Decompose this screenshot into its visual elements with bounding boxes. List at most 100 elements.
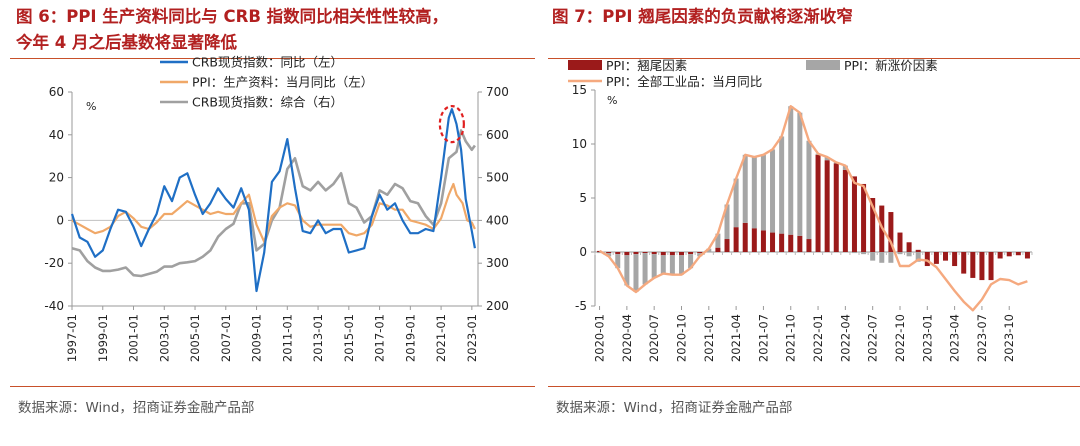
y-tick-label-left: 0 bbox=[56, 213, 64, 227]
x-tick-label: 1999-01 bbox=[96, 314, 110, 362]
x-tick-label: 2003-01 bbox=[157, 314, 171, 362]
left-figure-panel: 图 6：PPI 生产资料同比与 CRB 指数同比相关性性较高， 今年 4 月之后… bbox=[0, 0, 535, 446]
x-tick-label: 2001-01 bbox=[127, 314, 141, 362]
tail-factor-bar bbox=[824, 160, 830, 252]
tail-factor-bar bbox=[642, 252, 648, 254]
y-tick-label-left: -40 bbox=[44, 299, 64, 313]
x-tick-label: 2020-07 bbox=[647, 314, 661, 362]
tail-factor-bar bbox=[751, 228, 757, 252]
x-tick-label: 2023-07 bbox=[975, 314, 989, 362]
series-line-0 bbox=[70, 108, 476, 293]
x-tick-label: 2020-04 bbox=[620, 314, 634, 362]
x-tick-label: 2011-01 bbox=[280, 314, 294, 362]
x-tick-label: 2022-01 bbox=[811, 314, 825, 362]
tail-factor-bar bbox=[606, 252, 612, 254]
new-price-factor-bar bbox=[678, 255, 684, 275]
tail-factor-bar bbox=[943, 252, 949, 261]
y-tick-label: -5 bbox=[575, 299, 587, 313]
new-price-factor-bar bbox=[861, 252, 867, 255]
y-tick-label-right: 700 bbox=[486, 85, 509, 99]
right-figure-title: 图 7：PPI 翘尾因素的负贡献将逐渐收窄 bbox=[552, 7, 853, 26]
new-price-factor-bar bbox=[915, 252, 921, 262]
new-price-factor-bar bbox=[906, 252, 912, 257]
x-tick-label: 2023-04 bbox=[948, 314, 962, 362]
tail-factor-bar bbox=[897, 232, 903, 252]
x-tick-label: 2022-07 bbox=[866, 314, 880, 362]
new-price-factor-bar bbox=[651, 254, 657, 278]
tail-factor-bar bbox=[760, 230, 766, 252]
tail-factor-bar bbox=[906, 242, 912, 252]
right-source-rule bbox=[548, 386, 1080, 387]
x-tick-label: 1997-01 bbox=[65, 314, 79, 362]
y-tick-label-left: 60 bbox=[49, 85, 64, 99]
tail-factor-bar bbox=[924, 252, 930, 267]
new-price-factor-bar bbox=[633, 254, 639, 292]
tail-factor-bar bbox=[678, 252, 684, 256]
x-tick-label: 2019-01 bbox=[403, 314, 417, 362]
new-price-factor-bar bbox=[779, 136, 785, 234]
new-price-factor-bar bbox=[824, 156, 830, 161]
x-tick-label: 2023-10 bbox=[1002, 314, 1016, 362]
y-unit-label: % bbox=[607, 94, 617, 107]
y-tick-label: 10 bbox=[572, 137, 587, 151]
x-tick-label: 2020-01 bbox=[593, 314, 607, 362]
new-price-factor-bar bbox=[797, 112, 803, 236]
new-price-factor-bar bbox=[715, 233, 721, 248]
legend-swatch bbox=[568, 60, 602, 70]
tail-factor-bar bbox=[915, 249, 921, 252]
x-tick-label: 2017-01 bbox=[373, 314, 387, 362]
y-unit-label: % bbox=[86, 100, 96, 113]
new-price-factor-bar bbox=[642, 253, 648, 285]
x-tick-label: 2021-07 bbox=[756, 314, 770, 362]
series-line-1 bbox=[71, 182, 476, 243]
x-tick-label: 2023-01 bbox=[920, 314, 934, 362]
tail-factor-bar bbox=[797, 235, 803, 252]
y-tick-label-right: 400 bbox=[486, 213, 509, 227]
new-price-factor-bar bbox=[888, 252, 894, 263]
right-title-rule bbox=[548, 58, 1080, 59]
x-tick-label: 2021-04 bbox=[729, 314, 743, 362]
y-tick-label: 0 bbox=[579, 245, 587, 259]
tail-factor-bar bbox=[715, 247, 721, 252]
new-price-factor-bar bbox=[770, 149, 776, 233]
tail-factor-bar bbox=[615, 252, 621, 255]
y-tick-label-right: 600 bbox=[486, 128, 509, 142]
y-tick-label: 5 bbox=[579, 191, 587, 205]
tail-factor-bar bbox=[660, 252, 666, 256]
tail-factor-bar bbox=[842, 169, 848, 252]
tail-factor-bar bbox=[970, 252, 976, 278]
y-tick-label-left: 40 bbox=[49, 128, 64, 142]
tail-factor-bar bbox=[733, 227, 739, 252]
tail-factor-bar bbox=[961, 252, 967, 274]
tail-factor-bar bbox=[688, 252, 694, 255]
legend-label: CRB现货指数：综合（右） bbox=[192, 95, 343, 110]
left-source-rule bbox=[10, 386, 535, 387]
ppi-total-line bbox=[598, 105, 1028, 312]
tail-factor-bar bbox=[742, 222, 748, 252]
x-tick-label: 2022-10 bbox=[893, 314, 907, 362]
tail-factor-bar bbox=[1006, 252, 1012, 257]
x-tick-label: 2023-01 bbox=[465, 314, 479, 362]
new-price-factor-bar bbox=[706, 248, 712, 252]
left-figure-title: 图 6：PPI 生产资料同比与 CRB 指数同比相关性性较高， 今年 4 月之后… bbox=[16, 4, 448, 56]
legend-label: PPI：生产资料：当月同比（左） bbox=[192, 75, 373, 90]
x-tick-label: 2015-01 bbox=[342, 314, 356, 362]
x-tick-label: 2009-01 bbox=[250, 314, 264, 362]
x-tick-label: 2021-10 bbox=[784, 314, 798, 362]
left-source-note: 数据来源：Wind，招商证券金融产品部 bbox=[18, 400, 255, 416]
tail-factor-bar bbox=[979, 252, 985, 281]
tail-factor-bar bbox=[1024, 252, 1030, 259]
new-price-factor-bar bbox=[733, 178, 739, 228]
y-tick-label-left: -20 bbox=[44, 256, 64, 270]
tail-factor-bar bbox=[833, 163, 839, 252]
tail-factor-bar bbox=[779, 233, 785, 252]
ppi-factor-bar-chart: -5 0 5 10 15% 2020-01 2020-04 2020-07 2020-10 202… bbox=[568, 58, 1033, 362]
tail-factor-bar bbox=[870, 198, 876, 252]
new-price-factor-bar bbox=[697, 253, 703, 257]
series-line-2 bbox=[71, 129, 476, 278]
crb-ppi-line-chart: -40 -20 0 20 40 60 200 300 400 500 600 700% 1997-01 1… bbox=[44, 55, 509, 363]
x-tick-label: 2007-01 bbox=[219, 314, 233, 362]
right-source-note: 数据来源：Wind，招商证券金融产品部 bbox=[556, 400, 793, 416]
new-price-factor-bar bbox=[788, 106, 794, 235]
new-price-factor-bar bbox=[624, 255, 630, 286]
